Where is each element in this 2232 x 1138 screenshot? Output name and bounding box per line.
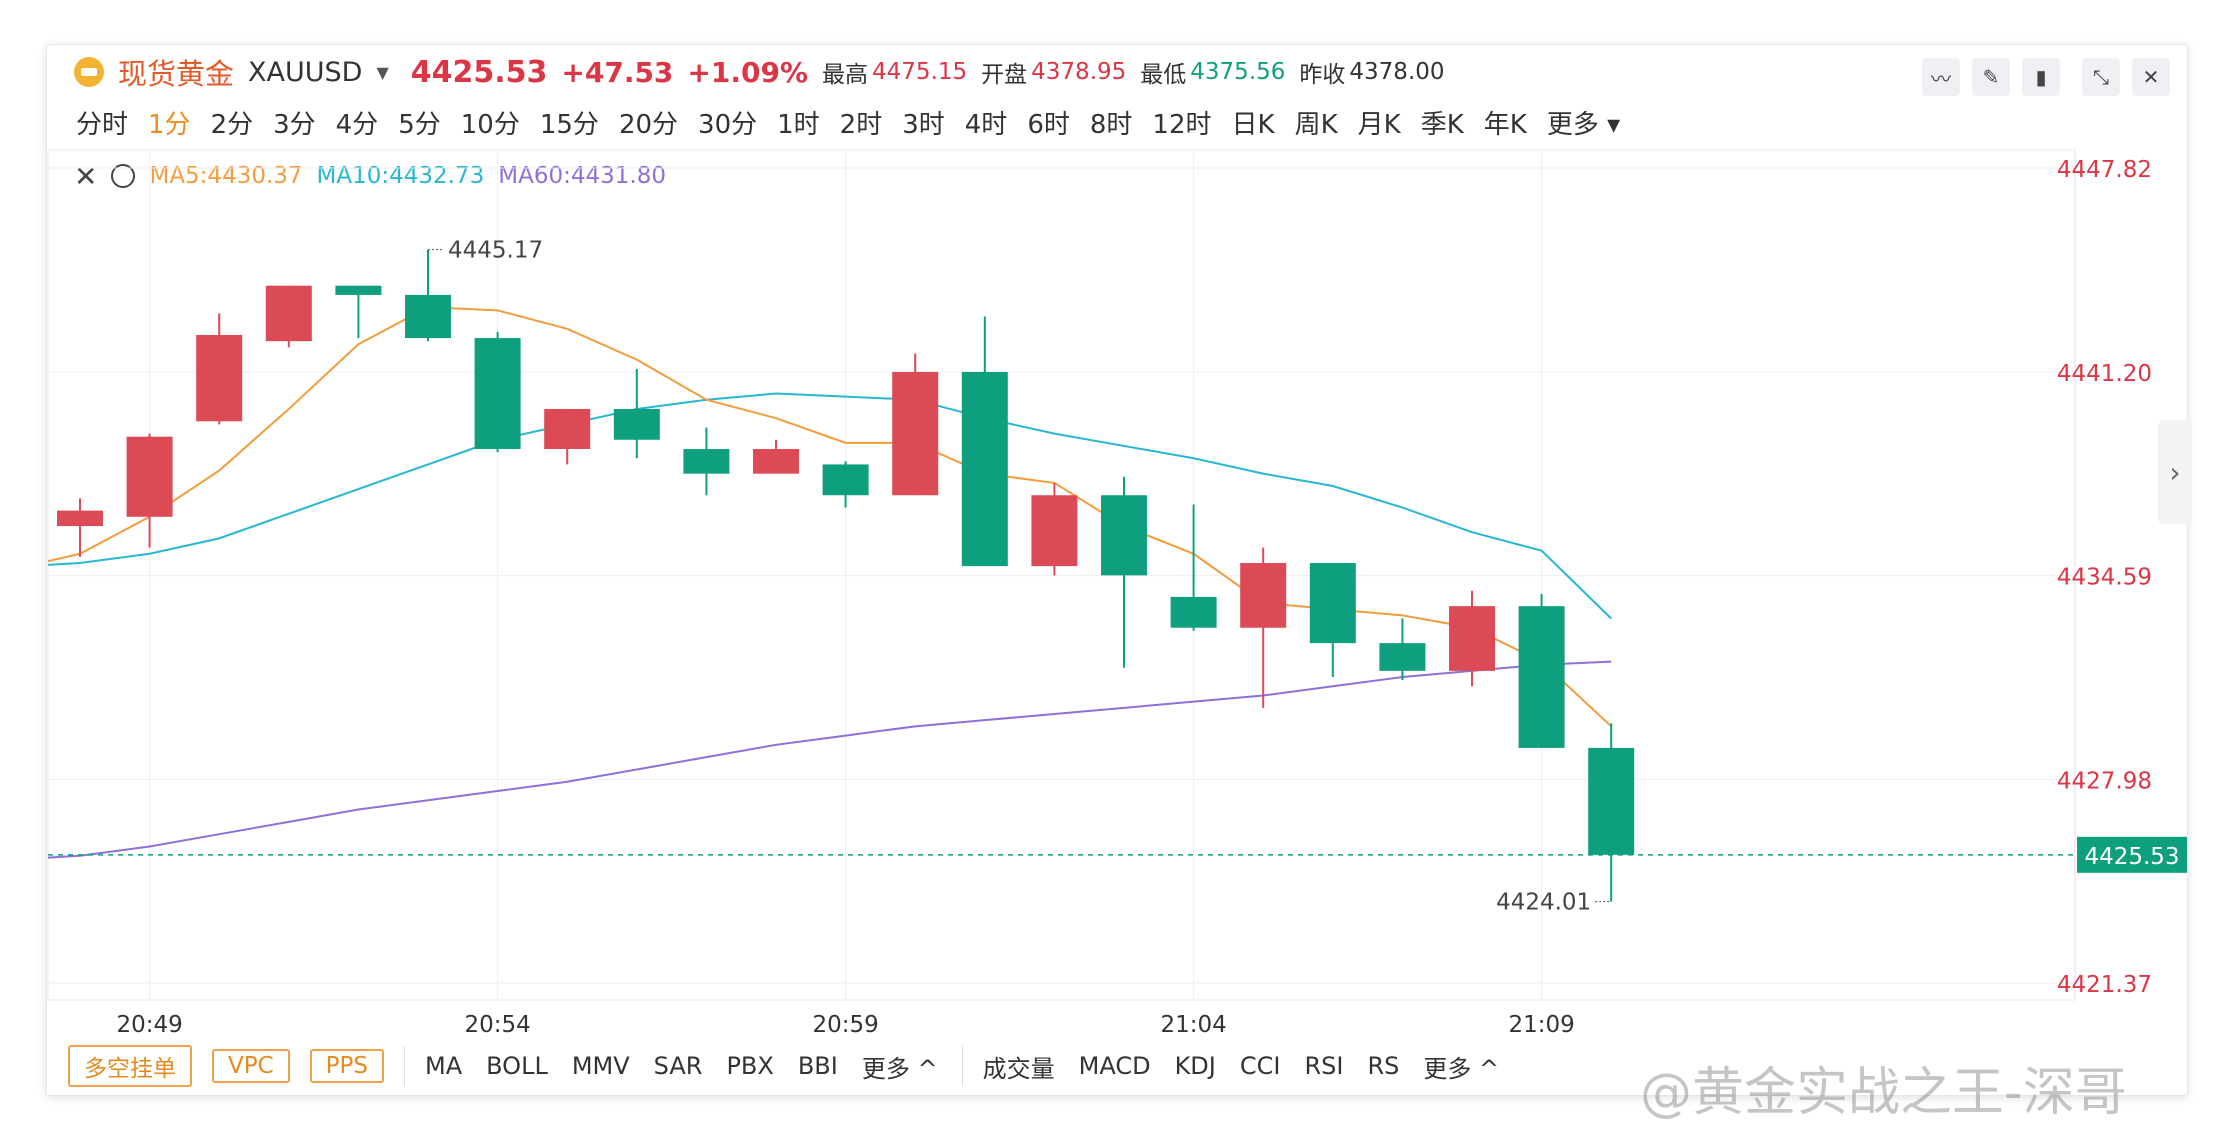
sub-indicator-tab[interactable]: RS — [1367, 1052, 1400, 1080]
sub-indicator-tab[interactable]: KDJ — [1174, 1052, 1216, 1080]
gold-coin-icon — [74, 57, 104, 87]
open-label: 开盘 — [981, 62, 1028, 88]
close-icon[interactable]: ✕ — [74, 159, 98, 193]
overlay-toggle-button[interactable]: VPC — [212, 1049, 290, 1083]
high-value: 4475.15 — [872, 59, 968, 85]
watermark: @黄金实战之王-深哥 — [1640, 1063, 2127, 1123]
main-indicator-tab[interactable]: SAR — [653, 1052, 703, 1080]
collapse-icon[interactable]: ⤡ — [2082, 58, 2120, 96]
window-tools: ⤡ ✕ — [2082, 58, 2170, 96]
period-tab[interactable]: 更多 ▾ — [1546, 109, 1621, 140]
close-icon[interactable]: ✕ — [2132, 58, 2170, 96]
sub-indicator-tab[interactable]: 更多 ^ — [1423, 1054, 1500, 1083]
indicator-bar: 多空挂单 VPC PPS MA BOLL MMV SAR PBX BBI 更多 ^ 成交量 MACD K… — [68, 1045, 1523, 1087]
main-indicator-tab[interactable]: BOLL — [486, 1052, 548, 1080]
settings-icon[interactable] — [111, 164, 136, 188]
ma-legend: ✕ MA5:4430.37 MA10:4432.73 MA60:4431.80 — [74, 158, 666, 194]
period-tab[interactable]: 3分 — [273, 109, 316, 140]
line-chart-icon[interactable]: 〰 — [1922, 58, 1960, 96]
overlay-toggle-button[interactable]: PPS — [309, 1049, 385, 1083]
ma5-legend: MA5:4430.37 — [149, 163, 303, 189]
low-value: 4375.56 — [1190, 59, 1286, 85]
open-value: 4378.95 — [1031, 59, 1127, 85]
period-tab[interactable]: 30分 — [698, 109, 758, 140]
sub-indicator-tab[interactable]: CCI — [1239, 1052, 1281, 1080]
main-indicator-tab[interactable]: BBI — [797, 1052, 838, 1080]
ma60-legend: MA60:4431.80 — [498, 163, 666, 189]
price-change-pct: +1.09% — [687, 55, 809, 89]
instrument-name[interactable]: 现货黄金 — [118, 57, 235, 91]
period-tabs: 分时 1分 2分 3分 4分 5分 10分 15分 20分 30分 1时 2时 3时 4时 6时 8时 12时日… — [76, 100, 1620, 144]
period-tab[interactable]: 10分 — [460, 109, 520, 140]
price-change: +47.53 — [561, 55, 674, 89]
candlestick-icon[interactable]: ▮ — [2022, 58, 2060, 96]
prev-close-label: 昨收 — [1299, 62, 1346, 88]
chevron-down-icon[interactable]: ▼ — [376, 62, 389, 82]
period-tab[interactable]: 6时 — [1027, 109, 1070, 140]
chart-type-tools: 〰 ✎ ▮ — [1922, 58, 2060, 96]
quote-header: 现货黄金 XAUUSD ▼ 4425.53 +47.53 +1.09% 最高 4… — [74, 52, 1445, 92]
main-indicator-tab[interactable]: 更多 ^ — [861, 1054, 938, 1083]
period-tab[interactable]: 月K — [1357, 109, 1401, 140]
overlay-toggle-button[interactable]: 多空挂单 — [68, 1045, 192, 1087]
instrument-symbol[interactable]: XAUUSD — [248, 56, 363, 88]
prev-close-value: 4378.00 — [1349, 59, 1445, 85]
period-tab[interactable]: 8时 — [1089, 109, 1133, 140]
period-tab[interactable]: 12时 — [1152, 109, 1212, 140]
period-tab[interactable]: 2时 — [839, 109, 883, 140]
period-tab[interactable]: 1分 — [148, 109, 191, 140]
high-label: 最高 — [822, 62, 869, 88]
sub-indicator-tab[interactable]: RSI — [1304, 1052, 1344, 1080]
chevron-right-icon[interactable]: › — [2158, 420, 2192, 524]
period-tab[interactable]: 20分 — [618, 109, 679, 140]
period-tab[interactable]: 3时 — [902, 109, 945, 140]
sub-indicator-tab[interactable]: MACD — [1078, 1052, 1151, 1080]
main-indicator-tab[interactable]: MMV — [571, 1052, 630, 1080]
period-tab[interactable]: 分时 — [76, 109, 129, 140]
period-tab[interactable]: 日K — [1231, 109, 1275, 140]
main-indicator-tab[interactable]: PBX — [726, 1052, 774, 1080]
divider — [404, 1046, 406, 1086]
divider — [961, 1046, 963, 1086]
ma10-legend: MA10:4432.73 — [316, 163, 485, 189]
low-label: 最低 — [1140, 62, 1187, 88]
period-tab[interactable]: 2分 — [210, 109, 254, 140]
period-tab[interactable]: 4分 — [335, 109, 379, 140]
last-price: 4425.53 — [410, 54, 548, 90]
period-tab[interactable]: 15分 — [539, 109, 599, 140]
period-tab[interactable]: 周K — [1294, 109, 1338, 140]
period-tab[interactable]: 1时 — [777, 109, 820, 140]
draw-pen-icon[interactable]: ✎ — [1972, 58, 2010, 96]
period-tab[interactable]: 4时 — [964, 109, 1008, 140]
period-tab[interactable]: 季K — [1420, 109, 1464, 140]
chart-panel — [46, 44, 2188, 1096]
period-tab[interactable]: 5分 — [398, 109, 441, 140]
main-indicator-tab[interactable]: MA — [425, 1052, 463, 1080]
period-tab[interactable]: 年K — [1483, 109, 1527, 140]
sub-indicator-tab[interactable]: 成交量 — [982, 1054, 1055, 1083]
